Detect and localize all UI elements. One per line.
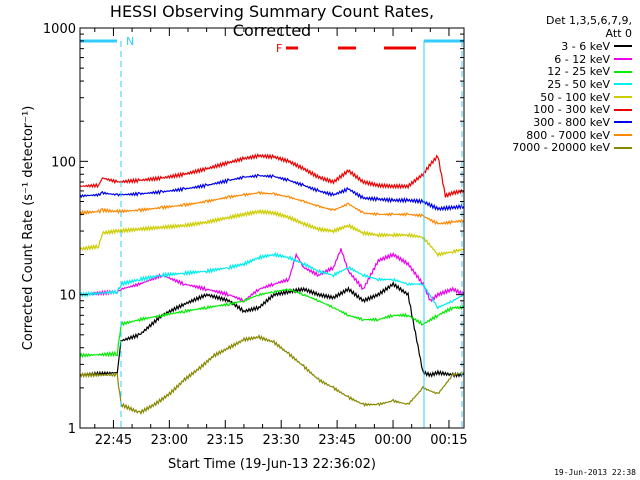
legend-swatch xyxy=(614,121,632,124)
legend-swatch xyxy=(614,83,632,86)
x-tick-label: 22:45 xyxy=(95,433,132,448)
f-flag-label: F xyxy=(276,42,282,55)
series-line-8 xyxy=(79,190,465,226)
y-tick-label: 1 xyxy=(68,422,76,437)
legend-label: 800 - 7000 keV xyxy=(526,128,610,142)
x-tick-label: 23:15 xyxy=(207,433,244,448)
legend-label: 25 - 50 keV xyxy=(547,77,610,91)
x-tick-label: 23:45 xyxy=(318,433,355,448)
legend-entry: 25 - 50 keV xyxy=(472,78,638,91)
legend-swatch xyxy=(614,146,632,149)
legend-swatch xyxy=(614,108,632,111)
legend-swatch xyxy=(614,70,632,73)
legend-entry: 7000 - 20000 keV xyxy=(472,141,638,155)
legend-entry: 800 - 7000 keV xyxy=(472,129,638,142)
x-tick-label: 23:30 xyxy=(262,433,299,448)
legend-label: 6 - 12 keV xyxy=(554,52,610,66)
series-line-9 xyxy=(79,334,465,416)
legend-swatch xyxy=(614,58,632,61)
legend-entry: 3 - 6 keV xyxy=(472,40,638,53)
x-axis-label: Start Time (19-Jun-13 22:36:02) xyxy=(168,457,376,472)
x-tick-label: 23:00 xyxy=(151,433,188,448)
legend-entry: 100 - 300 keV xyxy=(472,103,638,116)
x-tick-label: 00:00 xyxy=(374,433,411,448)
plot-frame xyxy=(79,27,465,429)
chart-title: HESSI Observing Summary Count Rates, Cor… xyxy=(109,2,435,40)
legend-entry: 300 - 800 keV xyxy=(472,116,638,129)
series-line-3 xyxy=(79,288,465,359)
legend-swatch xyxy=(614,45,632,48)
y-tick-label: 1000 xyxy=(43,22,76,37)
legend-entry: 12 - 25 keV xyxy=(472,65,638,78)
legend-entry: 6 - 12 keV xyxy=(472,53,638,66)
series-line-2 xyxy=(79,248,465,303)
legend-label: 50 - 100 keV xyxy=(540,90,610,104)
series-line-7 xyxy=(79,173,465,212)
legend: Det 1,3,5,6,7,9, Att 0 3 - 6 keV 6 - 12 k… xyxy=(472,14,638,154)
y-tick-label: 10 xyxy=(59,289,76,304)
legend-label: 3 - 6 keV xyxy=(561,39,610,53)
n-flag-label: N xyxy=(126,35,134,48)
legend-label: 100 - 300 keV xyxy=(533,103,610,117)
legend-label: 300 - 800 keV xyxy=(533,115,610,129)
y-tick-label: 100 xyxy=(51,155,76,170)
legend-header-line-2: Att 0 xyxy=(605,27,632,40)
series-line-4 xyxy=(79,251,465,310)
legend-swatch xyxy=(614,134,632,137)
legend-entry: 50 - 100 keV xyxy=(472,91,638,104)
series-line-6 xyxy=(79,152,465,199)
series-line-5 xyxy=(79,208,465,258)
series-line-1 xyxy=(79,280,465,379)
x-tick-label: 00:15 xyxy=(430,433,467,448)
y-axis-label: Corrected Count Rate (s⁻¹ detector⁻¹) xyxy=(21,106,36,351)
legend-header-line-1: Det 1,3,5,6,7,9, xyxy=(545,14,632,27)
legend-label: 7000 - 20000 keV xyxy=(512,141,610,155)
legend-swatch xyxy=(614,96,632,99)
legend-label: 12 - 25 keV xyxy=(547,65,610,79)
timestamp: 19-Jun-2013 22:38 xyxy=(554,468,636,477)
